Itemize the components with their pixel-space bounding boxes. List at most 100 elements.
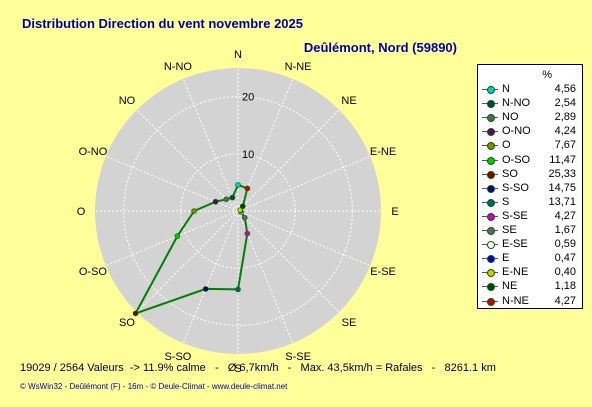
legend-marker	[487, 86, 495, 94]
legend-entry-value: 7,67	[554, 139, 576, 152]
direction-label-s: S	[234, 363, 241, 375]
direction-label-ne: NE	[341, 95, 356, 107]
legend-entry-value: 11,47	[549, 153, 576, 166]
data-point-s-so	[202, 286, 209, 292]
legend-entry: E 0,47	[478, 252, 582, 266]
legend-unit: %	[542, 69, 552, 81]
legend-entry-value: 4,27	[554, 209, 576, 222]
legend-entry-name: NE	[502, 280, 518, 293]
legend-entry-name: E	[502, 252, 510, 265]
legend-entry-value: 25,33	[548, 167, 576, 180]
direction-label-no: NO	[119, 95, 136, 107]
data-point-n-ne	[244, 185, 251, 192]
polar-rings: 10 20	[123, 92, 353, 326]
ring-label-10: 10	[242, 149, 254, 161]
legend-entry-name: SO	[502, 167, 518, 180]
direction-label-o-so: O-SO	[79, 266, 108, 278]
legend-entry: E-SE 0,59	[478, 238, 582, 252]
ring-label-20: 20	[242, 92, 254, 104]
legend-entry: NO 2,89	[478, 111, 582, 125]
legend-marker	[487, 297, 495, 306]
legend-entry: S-SE 4,27	[478, 210, 582, 224]
direction-label-s-se: S-SE	[285, 351, 311, 363]
direction-label-e: E	[391, 206, 398, 218]
data-point-n	[235, 182, 241, 188]
legend-marker	[487, 100, 495, 109]
legend-entry-name: N-NO	[502, 97, 531, 110]
legend: % N 4,56 N-NO 2,54 NO 2,89 O-NO 4,24 O 7,67 O-SO 11…	[477, 64, 583, 309]
legend-entry-value: 2,89	[554, 111, 576, 124]
legend-marker	[487, 198, 495, 207]
legend-entry-name: O-NO	[502, 125, 531, 138]
legend-entry-value: 14,75	[548, 181, 576, 194]
legend-entry: N-NE 4,27	[478, 295, 582, 309]
data-point-se	[241, 214, 248, 221]
legend-entry: O 7,67	[478, 139, 582, 153]
legend-marker	[487, 156, 495, 165]
legend-marker	[487, 212, 495, 221]
data-point-n-no	[229, 194, 236, 201]
legend-marker	[487, 170, 495, 179]
legend-entry-value: 4,27	[554, 294, 576, 307]
data-series	[132, 182, 251, 317]
legend-entry-name: E-NE	[502, 266, 529, 279]
legend-entry: NE 1,18	[478, 280, 582, 294]
legend-marker	[487, 227, 495, 235]
data-point-s	[235, 286, 241, 293]
chart-title: Distribution Direction du vent novembre …	[22, 16, 303, 31]
legend-entry-name: S	[502, 195, 510, 208]
direction-label-n-ne: N-NE	[285, 61, 312, 73]
legend-entry-name: O-SO	[502, 153, 531, 166]
ring-10	[180, 153, 296, 269]
data-point-no	[223, 196, 230, 203]
ring-20	[123, 96, 353, 326]
legend-entry-value: 1,67	[554, 224, 576, 236]
legend-marker	[487, 283, 495, 292]
legend-entry-value: 2,54	[554, 97, 576, 110]
legend-marker	[487, 128, 495, 137]
direction-label-s-so: S-SO	[164, 351, 191, 363]
legend-entry-value: 4,24	[554, 125, 576, 138]
legend-entry: SO 25,33	[478, 168, 582, 182]
location-label: Deûlémont, Nord (59890)	[303, 40, 457, 55]
data-point-s-se	[244, 230, 251, 237]
data-point-o	[191, 208, 197, 214]
direction-labels: N N-NO NO O-NO O O-SO SO S-SO S S-SE SE E-SE E E-NE NE…	[77, 49, 399, 375]
legend-entry-value: 1,18	[554, 280, 576, 293]
direction-label-o-no: O-NO	[79, 146, 108, 158]
legend-entry: S 13,71	[478, 196, 582, 210]
legend-entry: O-SO 11,47	[478, 154, 582, 168]
data-point-e-ne	[237, 207, 243, 213]
legend-entry: S-SO 14,75	[478, 182, 582, 196]
legend-entry-name: N	[502, 83, 510, 95]
direction-label-se: SE	[342, 317, 357, 329]
data-point-o-no	[212, 198, 219, 205]
data-point-so	[132, 310, 139, 317]
legend-entry: N 4,56	[478, 83, 582, 97]
legend-marker	[487, 269, 495, 278]
direction-label-n: N	[234, 49, 242, 61]
direction-label-e-se: E-SE	[370, 266, 396, 278]
direction-label-e-ne: E-NE	[370, 146, 396, 158]
legend-marker	[487, 142, 495, 151]
legend-entry-value: 0,59	[554, 238, 576, 251]
legend-marker	[487, 114, 495, 123]
legend-entry: O-NO 4,24	[478, 125, 582, 139]
legend-entry-name: S-SE	[502, 209, 528, 222]
legend-entry: SE 1,67	[478, 224, 582, 238]
legend-entry: E-NE 0,40	[478, 266, 582, 280]
legend-entry-value: 0,47	[554, 252, 576, 265]
data-point-ne	[239, 203, 246, 210]
data-point-o-so	[174, 233, 181, 239]
legend-entry-name: O	[502, 139, 511, 152]
legend-entry: N-NO 2,54	[478, 97, 582, 111]
direction-label-so: SO	[119, 317, 135, 329]
legend-marker	[487, 184, 495, 193]
statistics-line: 19029 / 2564 Valeurs -> 11.9% calme - Ø …	[20, 362, 496, 374]
direction-label-n-no: N-NO	[164, 61, 193, 73]
legend-marker	[487, 241, 495, 250]
footer-credits: © WsWin32 - Deûlémont (F) - 16m - © Deul…	[20, 382, 288, 391]
legend-entry-name: SE	[502, 224, 517, 236]
legend-marker	[487, 255, 495, 264]
